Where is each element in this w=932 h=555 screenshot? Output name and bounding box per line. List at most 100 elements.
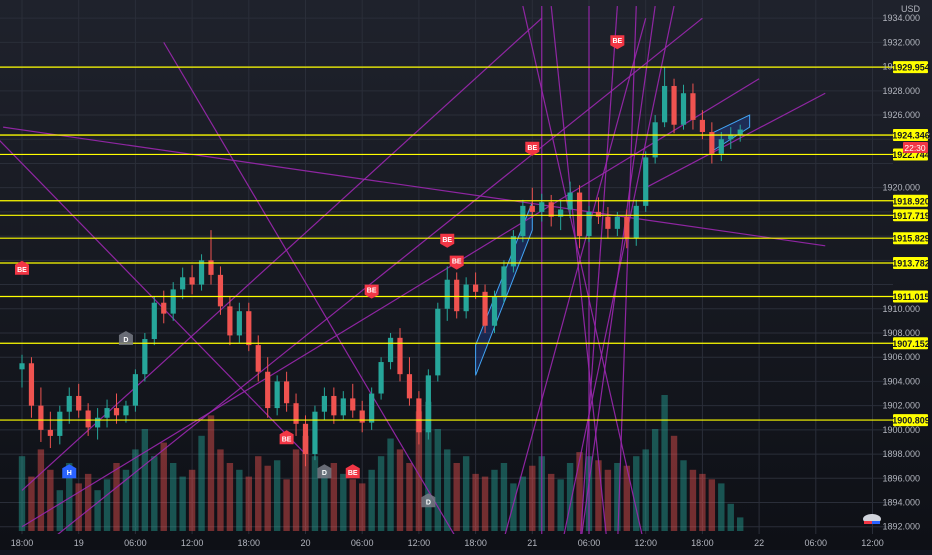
volume-bar [122, 469, 130, 531]
horizontal-levels [0, 66, 893, 421]
level-label-bg [893, 290, 928, 303]
candle-body [151, 302, 157, 340]
badge-shape [62, 464, 77, 479]
volume-bar [396, 449, 404, 531]
x-tick-label: 06:00 [578, 538, 601, 548]
signal-badges: BE D H BE D BE D BE BE BE BE BE [15, 35, 625, 508]
badge-label: BE [17, 267, 27, 274]
volume-bar [330, 463, 338, 531]
candle-body [633, 205, 639, 239]
trendline [522, 5, 643, 534]
level-label-bg [893, 256, 928, 269]
x-tick-label: 12:00 [408, 538, 431, 548]
volume-bar [614, 463, 621, 531]
level-label-bg [893, 61, 928, 74]
volume-bar [170, 463, 177, 531]
candle-body [76, 395, 82, 411]
trendline [550, 5, 607, 534]
signal-badge-be: BE [15, 260, 29, 275]
y-tick-label: 1920.000 [882, 183, 920, 193]
trendline [3, 126, 826, 247]
volume-bar [557, 479, 564, 531]
candle-body [454, 279, 460, 312]
volume-bar [47, 469, 54, 531]
badge-label: BE [442, 237, 452, 244]
candle-body [558, 209, 564, 217]
volume-bar [425, 401, 432, 531]
candle-body [95, 417, 101, 428]
y-tick-label: 1900.000 [882, 425, 920, 435]
trendline [163, 42, 455, 534]
candle-body [709, 131, 715, 154]
y-tick-label: 1892.000 [882, 522, 920, 532]
candle-body [605, 216, 611, 229]
volume-bar [510, 483, 517, 531]
volume-bar [179, 476, 186, 531]
volume-bar [708, 479, 716, 531]
x-tick-label: 12:00 [634, 538, 657, 548]
candle-body [482, 291, 488, 326]
candle-body [180, 277, 186, 290]
volume-bar [255, 456, 262, 531]
volume-bar [141, 429, 149, 531]
volume-bar [699, 473, 706, 531]
candle-body [302, 423, 309, 455]
level-label: 1918.920 [892, 196, 930, 206]
y-tick-label: 1902.000 [882, 401, 920, 411]
candle-body [350, 398, 356, 411]
volume-bar [377, 456, 385, 531]
trendline [21, 78, 760, 528]
countdown-label: 22:30 [904, 143, 926, 153]
candle-body [529, 205, 535, 212]
candle-body [161, 302, 167, 314]
badge-label: BE [367, 288, 377, 295]
candle-body [123, 405, 129, 416]
candle-body [255, 345, 261, 372]
badge-label: BE [282, 436, 292, 443]
x-tick-label: 18:00 [691, 538, 714, 548]
volume-bar [151, 456, 158, 531]
volume-bar [264, 465, 271, 531]
candle-body [728, 134, 734, 140]
logo-icon [863, 514, 881, 524]
y-tick-label: 1894.000 [882, 498, 920, 508]
signal-badge-d: D [421, 493, 436, 508]
candle-body [595, 211, 602, 217]
candle-body [718, 139, 724, 154]
candle-body [132, 374, 138, 406]
signal-badge-d: D [118, 330, 133, 345]
candle-body [284, 381, 290, 404]
candle-body [369, 393, 375, 423]
level-label: 1922.744 [892, 150, 930, 160]
time-axis[interactable]: 18:00 19 06:00 12:00 18:00 20 06:00 12:00 18:00 2… [11, 538, 884, 548]
badge-shape [610, 35, 625, 50]
trendline [645, 92, 826, 189]
badge-shape [525, 141, 540, 156]
y-tick-label: 1906.000 [882, 352, 920, 362]
volume-bar [368, 469, 375, 531]
price-axis[interactable]: 1934.0001932.0001930.0001928.0001926.000… [882, 13, 929, 532]
badge-label: D [123, 337, 128, 344]
candle-body [293, 403, 299, 424]
y-tick-label: 1896.000 [882, 473, 920, 483]
x-tick-label: 18:00 [238, 538, 261, 548]
candle-body [397, 337, 403, 375]
volume-bar [56, 490, 63, 531]
volume-bar [500, 463, 508, 531]
volume-bar [273, 460, 281, 531]
candle-body [227, 306, 233, 336]
volume-bar [529, 465, 536, 531]
candle-body [624, 216, 630, 239]
candle-body [85, 410, 91, 428]
candle-body [491, 296, 498, 326]
volume-bar [519, 476, 527, 531]
volume-bar [689, 469, 697, 531]
volume-bar [198, 435, 205, 531]
volume-bar [160, 442, 167, 531]
volume-bar [66, 463, 73, 531]
volume-bar [633, 456, 640, 531]
signal-badge-be: BE [610, 35, 625, 50]
candle-body [680, 93, 687, 125]
